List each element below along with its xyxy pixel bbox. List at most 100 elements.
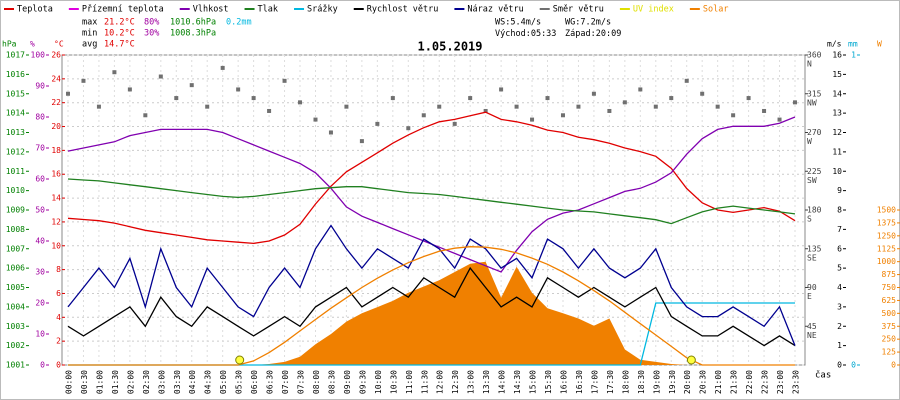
tick-label: 2 — [837, 322, 842, 331]
x-tick-label: 19:30 — [668, 370, 677, 394]
x-tick-label: 03:00 — [157, 370, 166, 394]
tick-label: 1012 — [6, 147, 25, 156]
direction-point — [746, 96, 751, 101]
direction-point — [127, 87, 132, 92]
direction-point — [158, 74, 163, 79]
tick-label: 225 — [807, 167, 822, 176]
stat-text: 30% — [144, 29, 159, 39]
sun-stat: Západ:20:09 — [565, 29, 621, 39]
direction-point — [452, 121, 457, 126]
tick-label: 1007 — [6, 244, 25, 253]
x-tick-label: 11:30 — [420, 370, 429, 394]
tick-label: 0 — [837, 361, 842, 370]
tick-label: 5 — [837, 264, 842, 273]
direction-point — [251, 96, 256, 101]
tick-label: 14 — [832, 89, 842, 98]
tick-label: 22 — [51, 98, 61, 107]
tick-label: 250 — [882, 335, 897, 344]
x-tick-label: 05:00 — [219, 370, 228, 394]
tick-label: 270 — [807, 128, 822, 137]
direction-point — [313, 117, 318, 122]
axis-unit: % — [30, 40, 35, 49]
sun-time: 20:09 — [596, 29, 622, 39]
x-tick-label: 10:30 — [389, 370, 398, 394]
sun-label: Západ: — [565, 29, 596, 39]
legend-label: Náraz větru — [467, 5, 523, 15]
tick-label: 1500 — [877, 206, 896, 215]
direction-point — [143, 113, 148, 118]
x-tick-label: 07:30 — [297, 370, 306, 394]
x-tick-label: 21:00 — [714, 370, 723, 394]
stat-text: 10.2°C — [104, 29, 135, 39]
tick-label: 0 — [891, 361, 896, 370]
x-tick-label: 14:30 — [513, 370, 522, 394]
tick-label: 60 — [35, 175, 45, 184]
x-tick-label: 13:00 — [467, 370, 476, 394]
tick-label: 10 — [832, 167, 842, 176]
sun-marker — [235, 355, 245, 365]
x-axis-label: čas — [815, 370, 831, 381]
direction-point — [282, 78, 287, 83]
tick-label: 180 — [807, 206, 822, 215]
tick-label: 30 — [35, 268, 45, 277]
tick-label: 1 — [851, 51, 856, 60]
x-tick-label: 17:30 — [606, 370, 615, 394]
direction-point — [205, 104, 210, 109]
direction-point — [622, 100, 627, 105]
stat-text: min — [82, 29, 97, 39]
series-line — [67, 111, 796, 245]
x-tick-label: 11:00 — [405, 370, 414, 394]
tick-label: 10 — [35, 330, 45, 339]
x-tick-label: 08:00 — [312, 370, 321, 394]
x-tick-label: 09:00 — [343, 370, 352, 394]
direction-point — [359, 139, 364, 144]
x-tick-label: 02:30 — [142, 370, 151, 394]
x-tick-label: 20:30 — [699, 370, 708, 394]
tick-label: E — [807, 292, 812, 301]
tick-label: 750 — [882, 283, 897, 292]
direction-point — [715, 104, 720, 109]
tick-label: NE — [807, 331, 817, 340]
tick-label: S — [807, 215, 812, 224]
stat-text: 80% — [144, 18, 159, 28]
axis-unit: mm — [848, 40, 858, 49]
direction-point — [298, 100, 303, 105]
x-tick-label: 22:00 — [745, 370, 754, 394]
x-tick-label: 10:00 — [374, 370, 383, 394]
tick-label: 1016 — [6, 70, 25, 79]
stat-text: avg — [82, 40, 97, 50]
x-tick-label: 03:30 — [173, 370, 182, 394]
tick-label: 1013 — [6, 128, 25, 137]
direction-point — [421, 113, 426, 118]
x-tick-label: 15:30 — [544, 370, 553, 394]
direction-point — [174, 96, 179, 101]
x-tick-label: 13:30 — [482, 370, 491, 394]
x-tick-label: 05:30 — [235, 370, 244, 394]
direction-point — [220, 65, 225, 70]
x-tick-label: 12:30 — [451, 370, 460, 394]
x-tick-label: 16:00 — [559, 370, 568, 394]
tick-label: 12 — [51, 217, 61, 226]
tick-label: 4 — [837, 283, 842, 292]
tick-label: 1 — [837, 341, 842, 350]
tick-label: 100 — [31, 51, 46, 60]
legend-label: UV index — [633, 5, 674, 15]
legend-label: Solar — [703, 5, 729, 15]
x-tick-label: 02:00 — [126, 370, 135, 394]
legend-label: Tlak — [258, 5, 278, 15]
direction-point — [777, 117, 782, 122]
tick-label: W — [807, 137, 812, 146]
direction-point — [406, 126, 411, 131]
direction-point — [375, 121, 380, 126]
tick-label: 40 — [35, 237, 45, 246]
x-tick-label: 23:30 — [792, 370, 801, 394]
tick-label: 1002 — [6, 341, 25, 350]
tick-label: 1005 — [6, 283, 25, 292]
wind-stat: WS:5.4m/s — [495, 18, 541, 28]
tick-label: 1375 — [877, 218, 896, 227]
axis-unit: hPa — [2, 40, 17, 49]
direction-point — [576, 104, 581, 109]
legend-label: Přízemní teplota — [82, 5, 164, 15]
x-tick-label: 17:00 — [590, 370, 599, 394]
